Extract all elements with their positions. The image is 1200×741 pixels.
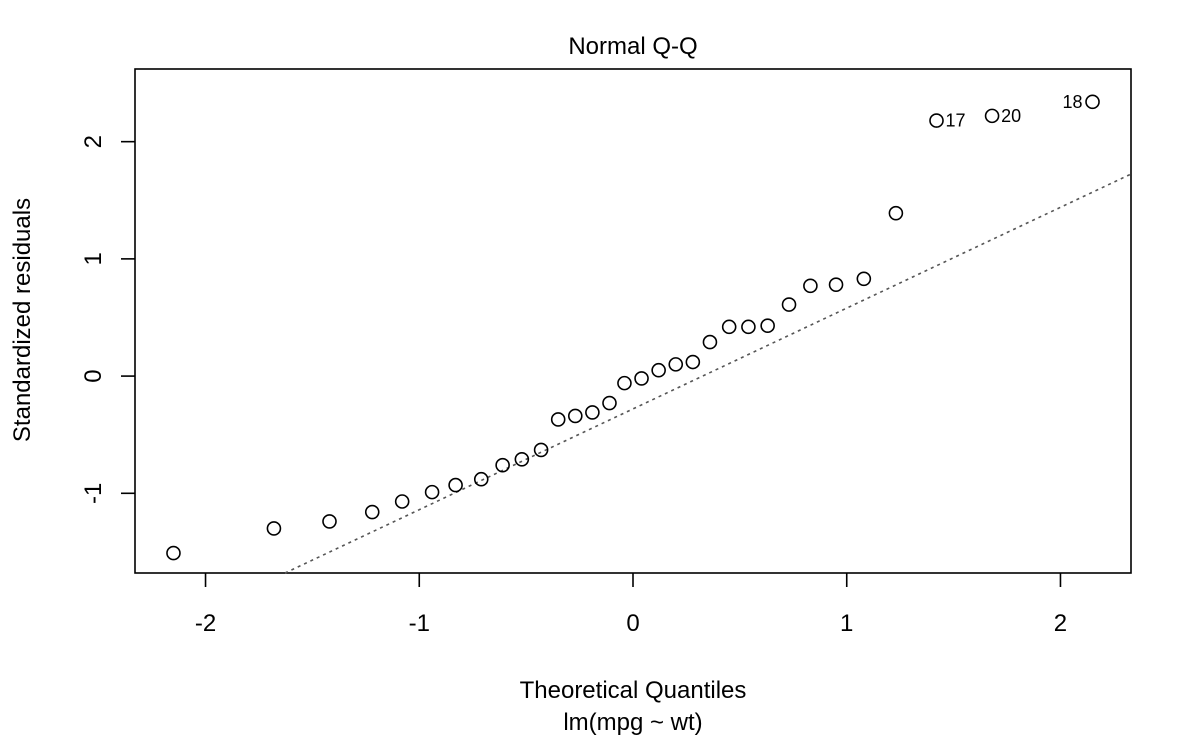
point-label: 20 bbox=[1001, 106, 1021, 126]
x-axis-label: Theoretical Quantiles bbox=[520, 677, 747, 704]
x-axis: -2 -1 0 1 2 bbox=[195, 573, 1067, 637]
y-tick-label: 2 bbox=[80, 135, 107, 148]
data-point bbox=[929, 113, 944, 128]
x-tick-label: 2 bbox=[1054, 610, 1067, 637]
data-point bbox=[781, 297, 797, 312]
data-point bbox=[266, 521, 282, 536]
data-point bbox=[448, 477, 463, 493]
data-point bbox=[533, 442, 549, 458]
data-point bbox=[514, 452, 530, 467]
data-point bbox=[651, 362, 666, 378]
data-point bbox=[702, 334, 718, 350]
chart-subtitle: lm(mpg ~ wt) bbox=[563, 709, 702, 736]
y-tick-label: 1 bbox=[80, 252, 107, 265]
data-point bbox=[473, 471, 489, 487]
data-point bbox=[685, 354, 701, 370]
data-point bbox=[828, 277, 844, 292]
point-label: 17 bbox=[946, 111, 966, 131]
data-point bbox=[364, 504, 380, 520]
data-point bbox=[617, 375, 632, 391]
data-point bbox=[721, 319, 737, 335]
data-point bbox=[803, 278, 818, 294]
data-point bbox=[567, 408, 583, 424]
y-axis: -1 0 1 2 bbox=[80, 135, 135, 504]
data-point bbox=[585, 405, 600, 420]
data-point bbox=[888, 205, 904, 221]
data-point bbox=[394, 494, 410, 509]
data-point bbox=[741, 319, 756, 335]
x-tick-label: -1 bbox=[409, 610, 430, 637]
data-point bbox=[668, 357, 684, 372]
data-point bbox=[322, 514, 337, 529]
data-point bbox=[550, 412, 566, 427]
data-point bbox=[424, 484, 440, 500]
y-axis-label: Standardized residuals bbox=[9, 198, 36, 442]
x-tick-label: -2 bbox=[195, 610, 216, 637]
data-point bbox=[166, 545, 181, 561]
data-points: 17 20 18 bbox=[166, 92, 1100, 561]
reference-line bbox=[284, 173, 1132, 574]
data-point bbox=[495, 457, 510, 473]
y-tick-label: -1 bbox=[80, 483, 107, 504]
point-label: 18 bbox=[1062, 92, 1082, 112]
data-point bbox=[984, 108, 1000, 124]
data-point bbox=[602, 395, 617, 411]
chart-title: Normal Q-Q bbox=[568, 33, 697, 60]
data-point bbox=[1085, 94, 1100, 110]
data-point bbox=[634, 371, 649, 386]
x-tick-label: 0 bbox=[626, 610, 639, 637]
data-point bbox=[856, 271, 872, 287]
x-tick-label: 1 bbox=[840, 610, 853, 637]
data-point bbox=[760, 318, 775, 333]
plot-frame bbox=[134, 68, 1132, 574]
y-tick-label: 0 bbox=[80, 369, 107, 382]
